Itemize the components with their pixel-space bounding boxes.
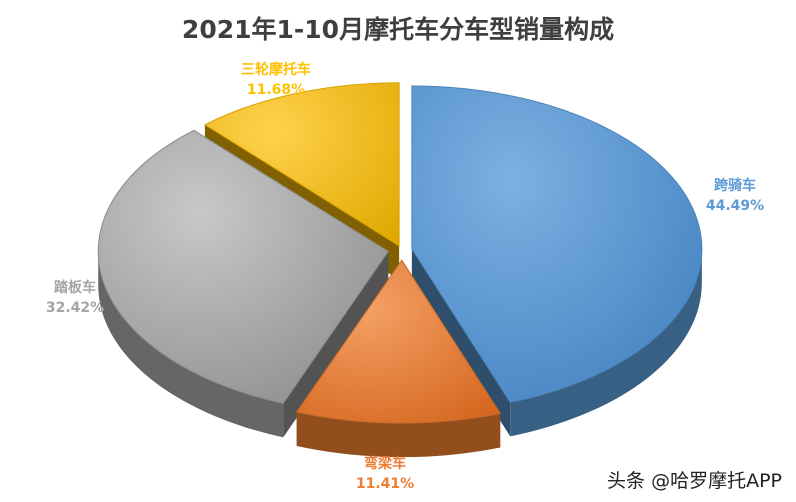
pie-slices [97,82,703,458]
pie-slice [411,85,703,437]
slice-top [97,129,389,404]
slice-label-name: 跨骑车 [714,177,756,194]
slice-wall [283,251,389,438]
slice-side [296,412,501,458]
slice-label-value: 32.42% [46,300,104,316]
pie-slice [295,259,502,458]
slice-side [510,249,702,437]
slice-top [295,259,502,424]
slice-top [203,82,400,247]
chart-title: 2021年1-10月摩托车分车型销量构成 [182,15,614,44]
watermark-text: 头条 @哈罗摩托APP [607,470,782,492]
slice-wall [411,249,511,437]
slice-top [411,85,703,403]
slice-label-value: 11.41% [356,476,414,492]
slice-label-value: 44.49% [706,198,764,214]
pie-labels: 跨骑车 44.49% 弯梁车 11.41% 踏板车 32.42% 三轮摩托车 11.68% [46,61,764,492]
slice-label-name: 弯梁车 [364,455,406,472]
slice-label-name: 三轮摩托车 [241,61,311,78]
slice-label-name: 踏板车 [54,279,96,296]
pie-slice [97,129,389,438]
slice-label-value: 11.68% [247,82,305,98]
